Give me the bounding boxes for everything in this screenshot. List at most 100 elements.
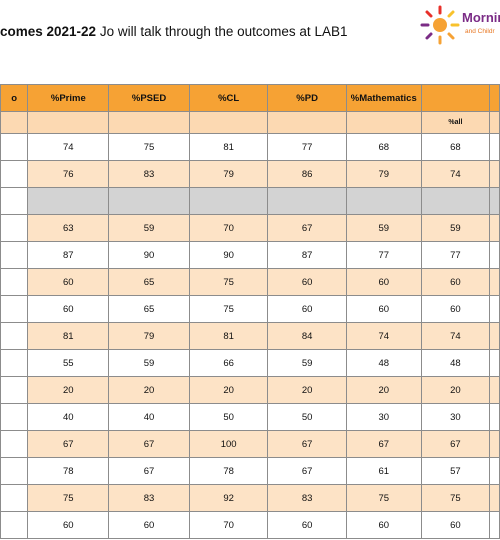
table-cell: 60 xyxy=(267,268,347,296)
table-cell: 48 xyxy=(420,349,491,377)
table-cell: 67 xyxy=(108,430,190,458)
table-cell: 83 xyxy=(108,160,190,188)
table-cell: 30 xyxy=(345,403,422,431)
table-cell: 87 xyxy=(267,241,347,269)
outcomes-table: o %Prime %PSED %CL %PD %Mathematics %all 74 75 81… xyxy=(0,84,500,539)
table-cell: 68 xyxy=(345,133,422,161)
table-cell: 60 xyxy=(27,511,110,539)
table-cell: 60 xyxy=(345,511,422,539)
row-label-cell xyxy=(0,349,29,377)
table-cell: 74 xyxy=(27,133,110,161)
table-cell: 83 xyxy=(108,484,190,512)
row-label-cell xyxy=(0,160,29,188)
row-label-cell xyxy=(0,457,29,485)
table-cell: 50 xyxy=(188,403,269,431)
table-row: 60 65 75 60 60 60 xyxy=(0,295,500,323)
table-cell: 60 xyxy=(420,295,491,323)
subheader-cell-label xyxy=(0,111,29,134)
table-cell: 59 xyxy=(420,214,491,242)
table-cell: 48 xyxy=(345,349,422,377)
table-cell: 78 xyxy=(188,457,269,485)
table-cell: 59 xyxy=(267,349,347,377)
logo-subtext: and Childr xyxy=(465,28,495,35)
table-cell: 40 xyxy=(27,403,110,431)
header-cell-overflow xyxy=(489,84,500,112)
table-cell: 65 xyxy=(108,295,190,323)
row-label-cell xyxy=(0,403,29,431)
table-cell: 59 xyxy=(108,349,190,377)
heading-text: Jo will talk through the outcomes at LAB… xyxy=(96,24,348,39)
table-cell: 81 xyxy=(188,322,269,350)
table-cell: 75 xyxy=(345,484,422,512)
overflow-cell xyxy=(489,295,500,323)
overflow-cell xyxy=(489,430,500,458)
table-row: 78 67 78 67 61 57 xyxy=(0,457,500,485)
row-label-cell xyxy=(0,511,29,539)
table-cell: 79 xyxy=(188,160,269,188)
table-cell: 61 xyxy=(345,457,422,485)
table-row: 76 83 79 86 79 74 xyxy=(0,160,500,188)
table-cell: 40 xyxy=(108,403,190,431)
table-cell: 74 xyxy=(420,322,491,350)
subheader-cell: %all xyxy=(420,111,491,134)
overflow-cell xyxy=(489,214,500,242)
subheader-cell xyxy=(108,111,190,134)
table-cell xyxy=(267,187,347,215)
row-label-cell xyxy=(0,133,29,161)
row-label-cell xyxy=(0,241,29,269)
table-cell: 60 xyxy=(345,268,422,296)
table-cell: 57 xyxy=(420,457,491,485)
table-cell: 87 xyxy=(27,241,110,269)
table-cell xyxy=(188,187,269,215)
table-row: 74 75 81 77 68 68 xyxy=(0,133,500,161)
header-cell: %PD xyxy=(267,84,347,112)
header-cell: %PSED xyxy=(108,84,190,112)
table-row: 55 59 66 59 48 48 xyxy=(0,349,500,377)
table-cell: 100 xyxy=(188,430,269,458)
overflow-cell xyxy=(489,160,500,188)
table-cell: 90 xyxy=(108,241,190,269)
table-cell: 67 xyxy=(345,430,422,458)
overflow-cell xyxy=(489,376,500,404)
table-cell: 59 xyxy=(108,214,190,242)
table-cell xyxy=(27,187,110,215)
table-cell: 75 xyxy=(27,484,110,512)
table-cell: 81 xyxy=(188,133,269,161)
table-cell xyxy=(420,187,491,215)
row-label-cell xyxy=(0,295,29,323)
row-label-cell xyxy=(0,187,29,215)
table-cell: 75 xyxy=(188,295,269,323)
table-row: 63 59 70 67 59 59 xyxy=(0,214,500,242)
table-cell: 67 xyxy=(267,214,347,242)
subheader-cell xyxy=(267,111,347,134)
header-cell: %Prime xyxy=(27,84,110,112)
table-cell: 75 xyxy=(420,484,491,512)
table-cell: 67 xyxy=(420,430,491,458)
overflow-cell xyxy=(489,457,500,485)
table-cell: 90 xyxy=(188,241,269,269)
subheader-cell xyxy=(27,111,110,134)
table-cell: 20 xyxy=(267,376,347,404)
heading-bold: comes 2021-22 xyxy=(0,24,97,39)
table-cell: 60 xyxy=(420,268,491,296)
table-cell: 81 xyxy=(27,322,110,350)
row-label-cell xyxy=(0,214,29,242)
table-subheader-row: %all xyxy=(0,111,500,134)
header-cell: %Mathematics xyxy=(345,84,422,112)
overflow-cell xyxy=(489,511,500,539)
table-cell: 60 xyxy=(108,511,190,539)
overflow-cell xyxy=(489,349,500,377)
table-cell: 86 xyxy=(267,160,347,188)
row-label-cell xyxy=(0,322,29,350)
table-cell: 59 xyxy=(345,214,422,242)
table-cell: 75 xyxy=(188,268,269,296)
table-cell: 20 xyxy=(420,376,491,404)
table-row: 60 60 70 60 60 60 xyxy=(0,511,500,539)
table-cell: 65 xyxy=(108,268,190,296)
subheader-cell xyxy=(345,111,422,134)
table-cell: 67 xyxy=(267,457,347,485)
table-cell: 70 xyxy=(188,214,269,242)
table-cell: 20 xyxy=(188,376,269,404)
row-label-cell xyxy=(0,268,29,296)
table-row: 75 83 92 83 75 75 xyxy=(0,484,500,512)
